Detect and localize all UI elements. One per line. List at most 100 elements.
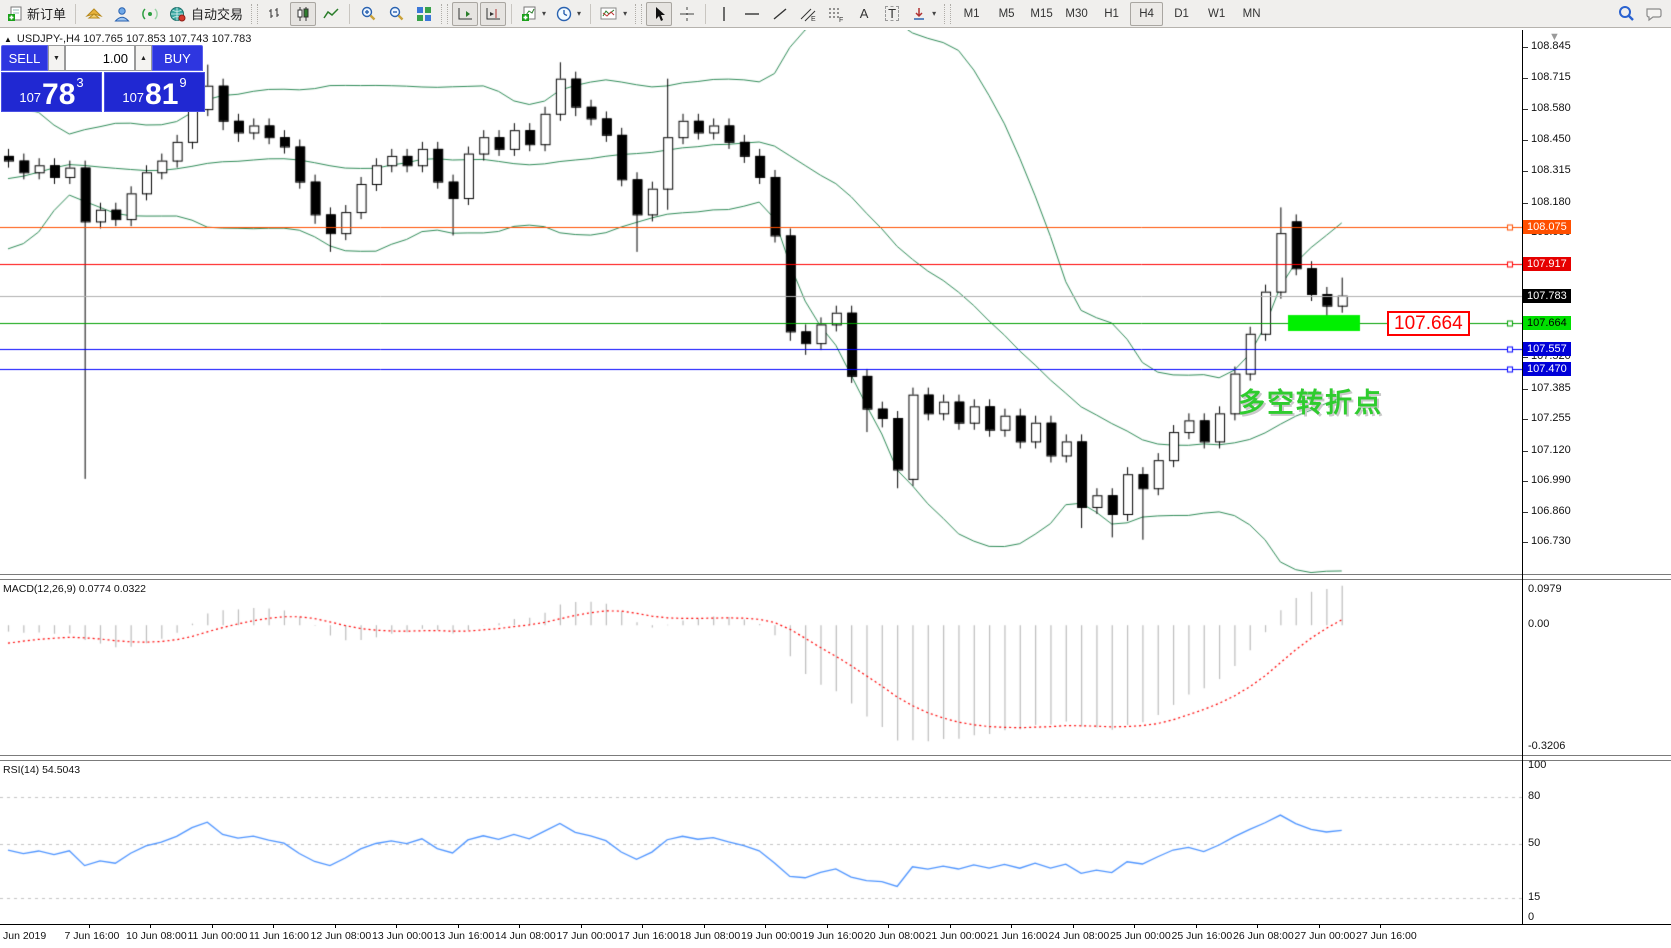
macd-panel-canvas[interactable] (0, 580, 1522, 755)
crosshair-button[interactable] (674, 2, 700, 26)
zoom-in-icon (360, 6, 377, 22)
toolbar-drag-handle[interactable] (635, 3, 643, 24)
chat-button[interactable] (1641, 2, 1668, 26)
candlestick-chart-button[interactable] (290, 1, 317, 26)
timeframe-button-d1[interactable]: D1 (1174, 7, 1189, 20)
price-callout-label[interactable]: 107.664 (1387, 311, 1470, 336)
community-button[interactable] (109, 2, 135, 26)
bar-chart-button[interactable] (262, 2, 288, 26)
volume-input[interactable] (65, 45, 135, 71)
timeframe-button-m5[interactable]: M5 (998, 7, 1015, 20)
cursor-button[interactable] (646, 1, 673, 26)
zoom-out-button[interactable] (383, 2, 409, 26)
timeframe-button-w1[interactable]: W1 (1207, 7, 1226, 20)
buy-button[interactable]: BUY (152, 45, 203, 71)
time-axis-label: 20 Jun 08:00 (864, 930, 925, 942)
horizontal-line-button[interactable] (739, 2, 765, 26)
time-axis-label: 27 Jun 00:00 (1294, 930, 1356, 942)
time-tick-mark (703, 925, 705, 928)
time-axis-label: 18 Jun 08:00 (679, 930, 741, 942)
text-tool-button[interactable]: A (851, 2, 877, 26)
timeframe-button-m30[interactable]: M30 (1065, 7, 1088, 20)
metaquotes-icon (85, 6, 103, 22)
time-axis-label: 19 Jun 00:00 (741, 930, 802, 942)
price-tick-mark (1523, 388, 1528, 390)
time-tick-mark (642, 925, 643, 928)
fibonacci-button[interactable]: F (823, 2, 849, 26)
vertical-line-icon (718, 6, 730, 22)
triangle-up-icon: ▲ (140, 54, 147, 62)
text-label-button[interactable]: T (879, 2, 905, 26)
time-axis-label: 11 Jun 16:00 (249, 930, 309, 942)
toolbar-separator (590, 3, 592, 24)
new-chart-button[interactable]: ▾ (517, 2, 550, 26)
auto-trading-label: 自动交易 (191, 7, 244, 22)
search-icon (1617, 5, 1635, 22)
auto-trading-button[interactable]: 自动交易 (165, 2, 247, 26)
timeframe-button-h1[interactable]: H1 (1104, 7, 1119, 20)
chinese-text-annotation[interactable]: 多空转折点 (1238, 388, 1383, 418)
auto-scroll-button[interactable] (452, 1, 479, 26)
bid-big-figure: 78 (42, 78, 76, 111)
main-chart-canvas[interactable] (0, 30, 1522, 574)
rsi-panel-canvas[interactable] (0, 761, 1522, 923)
channel-button[interactable]: E (795, 2, 821, 26)
volume-decrease-button[interactable]: ▼ (48, 45, 65, 71)
text-tool-icon: A (859, 6, 869, 21)
equidistant-channel-icon: E (799, 6, 817, 22)
zoom-out-icon (388, 6, 405, 22)
one-click-collapse-icon[interactable]: ▲ (4, 34, 12, 44)
time-tick-mark (1257, 925, 1258, 928)
periods-button[interactable]: ▾ (552, 2, 585, 26)
time-tick-mark (396, 925, 397, 928)
price-tick-label: 108.580 (1531, 102, 1571, 115)
time-axis-label: 21 Jun 00:00 (925, 930, 987, 942)
toolbar-drag-handle[interactable] (251, 3, 259, 24)
toolbar-drag-handle[interactable] (944, 3, 952, 24)
sell-button[interactable]: SELL (1, 45, 48, 71)
indicators-icon (600, 6, 618, 22)
indicators-button[interactable]: ▾ (596, 2, 631, 26)
panel-splitter[interactable] (0, 755, 1671, 756)
panel-splitter[interactable] (0, 579, 1671, 580)
candlestick-chart-icon (295, 6, 311, 22)
tile-windows-button[interactable] (411, 2, 437, 26)
arrows-tool-button[interactable]: ▾ (907, 2, 940, 26)
bid-price-display[interactable]: 107 78 3 (1, 72, 102, 112)
trendline-button[interactable] (767, 2, 793, 26)
panel-splitter[interactable] (0, 574, 1671, 575)
volume-increase-button[interactable]: ▲ (135, 45, 152, 71)
ask-price-display[interactable]: 107 81 9 (104, 72, 205, 112)
price-tick-label: 108.845 (1531, 40, 1571, 53)
toolbar-drag-handle[interactable] (441, 3, 449, 24)
timeframe-button-mn[interactable]: MN (1242, 7, 1261, 20)
time-axis-label: 13 Jun 00:00 (372, 930, 433, 942)
zoom-in-button[interactable] (355, 2, 381, 26)
timeframe-button-m15[interactable]: M15 (1030, 7, 1053, 20)
panel-splitter[interactable] (0, 760, 1671, 761)
new-order-button[interactable]: 新订单 (3, 2, 70, 26)
time-tick-mark (1072, 925, 1074, 928)
scroll-to-end-icon[interactable]: ▼ (1549, 31, 1560, 43)
macd-scale-label: 0.0979 (1528, 583, 1562, 595)
price-tick-label: 106.990 (1531, 474, 1571, 487)
level-price-badge: 107.470 (1523, 361, 1571, 376)
search-button[interactable] (1613, 2, 1639, 26)
chat-bubble-icon (1645, 6, 1664, 22)
broadcast-button[interactable] (137, 2, 163, 26)
vertical-line-button[interactable] (711, 2, 737, 26)
time-axis[interactable]: Jun 2019 7 Jun 16:00 10 Jun 08:00 11 Jun 00… (0, 924, 1671, 948)
time-tick-mark (334, 925, 336, 928)
symbol-quote-line: ▲ USDJPY-,H4 107.765 107.853 107.743 107… (4, 33, 251, 45)
time-axis-label: 25 Jun 16:00 (1171, 930, 1233, 942)
auto-trading-icon (169, 6, 187, 22)
time-tick-mark (273, 925, 274, 928)
price-tick-label: 108.450 (1531, 132, 1571, 145)
chart-shift-button[interactable] (480, 1, 507, 26)
timeframe-button-h4[interactable]: H4 (1130, 1, 1164, 26)
svg-text:E: E (811, 16, 816, 22)
line-chart-button[interactable] (318, 2, 344, 26)
metaquotes-button[interactable] (81, 2, 107, 26)
timeframe-button-m1[interactable]: M1 (963, 7, 980, 20)
